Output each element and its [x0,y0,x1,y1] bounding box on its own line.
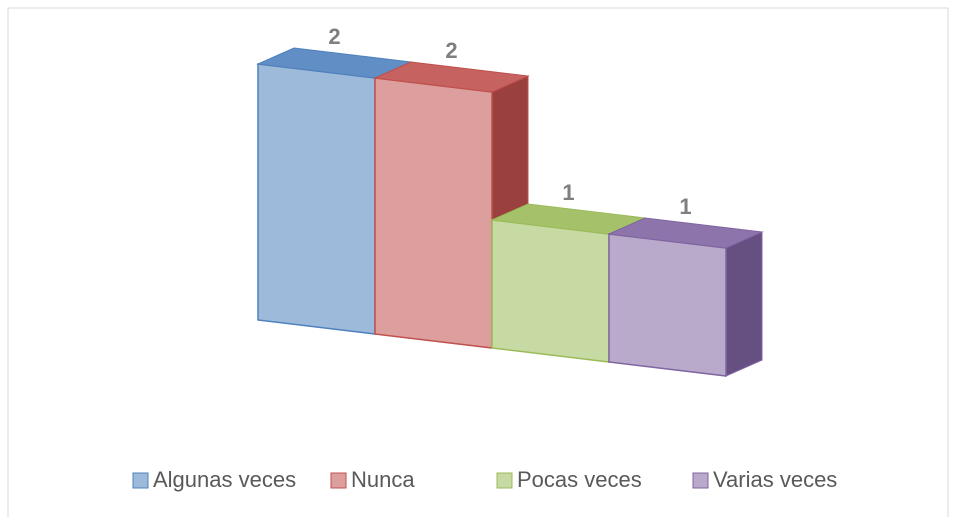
legend-swatch [132,472,149,489]
legend-label: Varias veces [713,467,837,492]
data-label: 2 [328,24,340,49]
bar-top [373,61,530,93]
bar-front [374,77,493,349]
bar-front [491,219,610,363]
data-label: 2 [445,38,457,63]
legend-swatch [330,472,347,489]
bar-front [257,63,376,335]
legend-label: Algunas veces [153,467,296,492]
bar-top [607,217,764,249]
bar-side [725,231,763,377]
data-label: 1 [679,194,691,219]
legend-label: Pocas veces [517,467,642,492]
legend-label: Nunca [351,467,415,492]
legend-swatch [692,472,709,489]
legend-swatch [496,472,513,489]
bar-front [608,233,727,377]
data-label: 1 [562,180,574,205]
